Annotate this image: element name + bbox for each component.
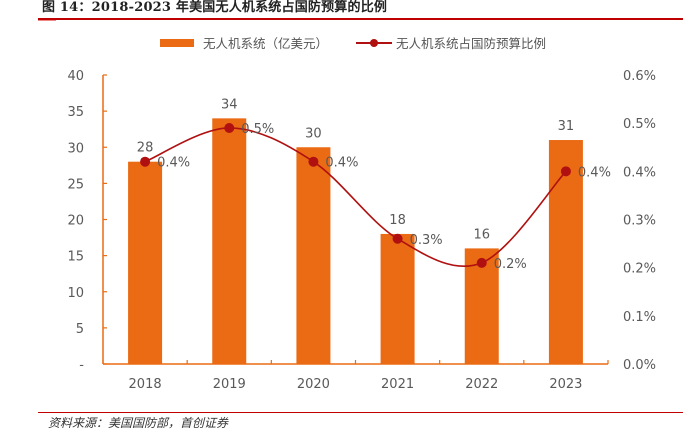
line-data-label: 0.5% [241, 122, 274, 137]
right-axis-tick-label: 0.5% [623, 117, 656, 132]
x-axis: 2018 2019 2020 2021 2022 2023 [102, 360, 609, 392]
x-axis-tick-label: 2022 [465, 377, 498, 392]
x-axis-tick-label: 2020 [297, 377, 330, 392]
top-rule [38, 18, 683, 20]
left-axis-tick-label: 25 [67, 177, 84, 192]
right-axis-tick-label: 0.2% [623, 262, 656, 277]
line-data-label: 0.4% [325, 156, 358, 171]
left-axis-tick-label: 35 [67, 105, 84, 120]
right-axis-tick-label: 0.3% [623, 214, 656, 229]
left-axis-tick-label: - [79, 358, 84, 373]
bar-data-label: 34 [221, 97, 238, 112]
legend-bar-label: 无人机系统（亿美元） [203, 36, 329, 51]
source-note: 资料来源：美国国防部，首创证券 [48, 416, 229, 430]
line-point-2021 [392, 233, 403, 244]
bar-2018 [128, 161, 163, 364]
line-data-label: 0.4% [578, 165, 611, 180]
x-axis-tick-label: 2019 [213, 377, 246, 392]
left-axis-tick-label: 20 [67, 214, 84, 229]
left-axis-tick-label: 5 [76, 322, 84, 337]
bar-2020 [296, 147, 331, 364]
right-axis-tick-label: 0.0% [623, 358, 656, 373]
bar-data-label: 16 [473, 227, 490, 242]
line-data-label: 0.2% [494, 257, 527, 272]
left-axis-tick-label: 10 [67, 286, 84, 301]
line-path [144, 127, 567, 268]
left-axis: - 5 10 15 20 25 30 35 40 [67, 69, 107, 373]
line-point-2019 [224, 122, 235, 133]
figure-title: 图 14：2018-2023 年美国无人机系统占国防预算的比例 [42, 0, 388, 15]
right-axis: 0.0% 0.1% 0.2% 0.3% 0.4% 0.5% 0.6% [623, 69, 656, 373]
bar-data-labels: 28 34 30 18 16 31 [137, 97, 574, 242]
bar-2021 [380, 233, 415, 364]
bottom-rule [38, 412, 683, 413]
line-point-2023 [560, 166, 571, 177]
left-axis-tick-label: 30 [67, 141, 84, 156]
legend-bar-swatch [160, 38, 194, 47]
legend-line-swatch [356, 38, 393, 48]
left-axis-tick-label: 40 [67, 69, 84, 84]
line-data-label: 0.3% [410, 233, 443, 248]
bar-2023 [548, 140, 583, 364]
right-axis-tick-label: 0.1% [623, 310, 656, 325]
line-data-labels: 0.4% 0.5% 0.4% 0.3% 0.2% 0.4% [157, 122, 611, 272]
line-point-2022 [476, 257, 487, 268]
right-axis-tick-label: 0.6% [623, 69, 656, 84]
bar-data-label: 31 [558, 119, 575, 134]
line-point-2020 [308, 156, 319, 167]
left-axis-tick-label: 15 [67, 250, 84, 265]
legend-item-line: 无人机系统占国防预算比例 [356, 33, 546, 52]
bar-data-label: 18 [389, 213, 406, 228]
line-series [140, 122, 571, 268]
chart-legend: 无人机系统（亿美元） 无人机系统占国防预算比例 [160, 33, 574, 52]
bar-data-label: 28 [137, 141, 154, 156]
legend-line-label: 无人机系统占国防预算比例 [396, 36, 547, 51]
line-data-label: 0.4% [157, 156, 190, 171]
x-axis-tick-label: 2021 [381, 377, 414, 392]
x-axis-tick-label: 2023 [549, 377, 582, 392]
bar-data-label: 30 [305, 126, 322, 141]
top-rule-accent [38, 20, 56, 21]
line-point-2018 [140, 156, 151, 167]
bar-2019 [212, 118, 247, 364]
x-axis-tick-label: 2018 [129, 377, 162, 392]
bar-series [128, 118, 583, 364]
right-axis-tick-label: 0.4% [623, 165, 656, 180]
legend-item-bar: 无人机系统（亿美元） [160, 33, 328, 52]
